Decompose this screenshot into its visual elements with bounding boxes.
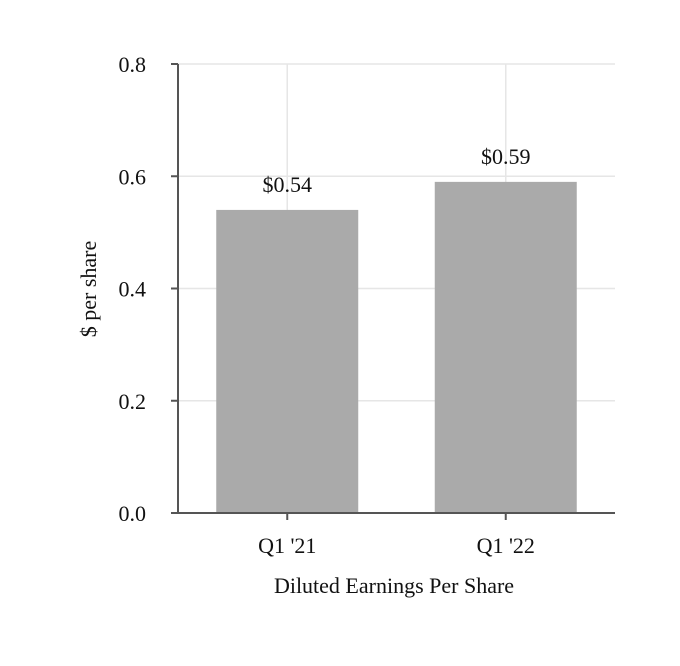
bar <box>216 209 359 514</box>
bars <box>216 181 577 514</box>
x-axis-title: Diluted Earnings Per Share <box>274 573 514 598</box>
y-tick-label: 0.2 <box>119 389 147 414</box>
bar-value-label: $0.59 <box>481 144 531 169</box>
x-tick-label: Q1 '21 <box>258 533 316 558</box>
x-ticks: Q1 '21 Q1 '22 <box>258 513 535 558</box>
y-axis-title: $ per share <box>76 241 101 338</box>
bar-value-label: $0.54 <box>263 172 313 197</box>
y-tick-label: 0.0 <box>119 501 147 526</box>
x-tick-label: Q1 '22 <box>477 533 535 558</box>
y-tick-label: 0.4 <box>119 277 147 302</box>
y-tick-label: 0.8 <box>119 52 147 77</box>
y-tick-label: 0.6 <box>119 164 147 189</box>
data-labels: $0.54 $0.59 <box>263 144 531 197</box>
y-ticks: 0.0 0.2 0.4 0.6 0.8 <box>119 52 178 526</box>
bar <box>434 181 577 514</box>
